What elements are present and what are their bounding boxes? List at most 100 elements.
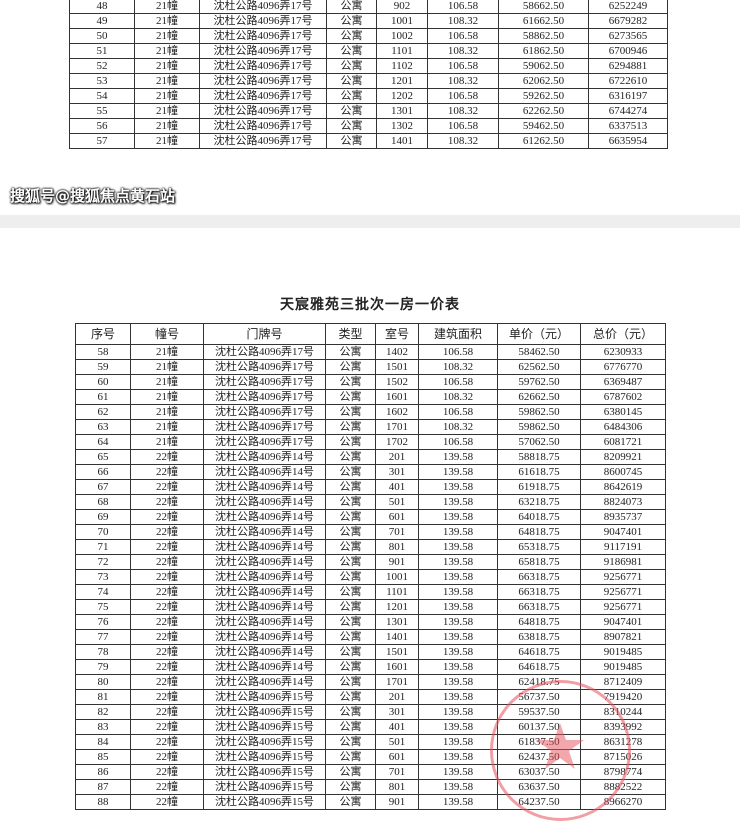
table-cell: 57 xyxy=(69,133,135,149)
table-cell: 1502 xyxy=(375,374,419,390)
table-cell: 8712409 xyxy=(580,674,666,690)
table-row: 74 22幢 沈杜公路4096弄14号 公寓 1101 139.58 66318.75 925… xyxy=(75,584,666,600)
table-cell: 公寓 xyxy=(325,554,376,570)
table-cell: 1101 xyxy=(376,43,428,59)
table-cell: 8393992 xyxy=(580,719,666,735)
table-cell: 21幢 xyxy=(134,103,200,119)
table-row: 81 22幢 沈杜公路4096弄15号 公寓 201 139.58 56737.50 7919… xyxy=(75,689,666,705)
table-cell: 沈杜公路4096弄17号 xyxy=(199,58,327,74)
table-cell: 22幢 xyxy=(130,704,204,720)
table-cell: 公寓 xyxy=(325,644,376,660)
table-cell: 139.58 xyxy=(418,689,498,705)
table-cell: 69 xyxy=(75,509,131,525)
table-cell: 公寓 xyxy=(325,599,376,615)
column-header: 建筑面积 xyxy=(418,323,498,345)
table-cell: 沈杜公路4096弄15号 xyxy=(203,764,326,780)
table-cell: 21幢 xyxy=(130,374,204,390)
document-page-2: 天宸雅苑三批次一房一价表 序号 幢号 门牌号 类型 室号 建筑面积 单价（元） 总价（元） 5… xyxy=(0,228,740,828)
table-cell: 沈杜公路4096弄15号 xyxy=(203,689,326,705)
table-cell: 沈杜公路4096弄17号 xyxy=(203,359,326,375)
table-cell: 21幢 xyxy=(130,434,204,450)
table-cell: 71 xyxy=(75,539,131,555)
table-cell: 67 xyxy=(75,479,131,495)
table-row: 53 21幢 沈杜公路4096弄17号 公寓 1201 108.32 62062.50 672… xyxy=(69,73,668,89)
table-cell: 22幢 xyxy=(130,524,204,540)
table-cell: 58 xyxy=(75,344,131,360)
table-cell: 22幢 xyxy=(130,614,204,630)
table-cell: 49 xyxy=(69,13,135,29)
table-cell: 64618.75 xyxy=(497,644,581,660)
table-cell: 61662.50 xyxy=(498,13,589,29)
table-cell: 63 xyxy=(75,419,131,435)
table-cell: 139.58 xyxy=(418,674,498,690)
table-cell: 9256771 xyxy=(580,569,666,585)
table-row: 49 21幢 沈杜公路4096弄17号 公寓 1001 108.32 61662.50 667… xyxy=(69,13,668,29)
table-row: 83 22幢 沈杜公路4096弄15号 公寓 401 139.58 60137.50 8393… xyxy=(75,719,666,735)
table-row: 77 22幢 沈杜公路4096弄14号 公寓 1401 139.58 63818.75 890… xyxy=(75,629,666,645)
table-cell: 6700946 xyxy=(588,43,668,59)
table-cell: 59537.50 xyxy=(497,704,581,720)
table-row: 82 22幢 沈杜公路4096弄15号 公寓 301 139.58 59537.50 8310… xyxy=(75,704,666,720)
table-cell: 139.58 xyxy=(418,614,498,630)
table-cell: 公寓 xyxy=(325,359,376,375)
table-cell: 601 xyxy=(375,509,419,525)
table-row: 55 21幢 沈杜公路4096弄17号 公寓 1301 108.32 62262.50 674… xyxy=(69,103,668,119)
table-cell: 139.58 xyxy=(418,464,498,480)
table-row: 65 22幢 沈杜公路4096弄14号 公寓 201 139.58 58818.75 8209… xyxy=(75,449,666,465)
table-cell: 公寓 xyxy=(325,569,376,585)
table-cell: 沈杜公路4096弄17号 xyxy=(199,28,327,44)
table-cell: 沈杜公路4096弄14号 xyxy=(203,479,326,495)
table-cell: 22幢 xyxy=(130,764,204,780)
table-row: 61 21幢 沈杜公路4096弄17号 公寓 1601 108.32 62662.50 678… xyxy=(75,389,666,405)
table-cell: 801 xyxy=(375,539,419,555)
table-cell: 106.58 xyxy=(427,118,499,134)
column-header: 门牌号 xyxy=(203,323,326,345)
table-cell: 21幢 xyxy=(130,404,204,420)
table-cell: 公寓 xyxy=(325,344,376,360)
table-cell: 沈杜公路4096弄14号 xyxy=(203,464,326,480)
table-cell: 1401 xyxy=(376,133,428,149)
table-cell: 沈杜公路4096弄17号 xyxy=(203,344,326,360)
table-cell: 76 xyxy=(75,614,131,630)
table-row: 84 22幢 沈杜公路4096弄15号 公寓 501 139.58 61837.50 8631… xyxy=(75,734,666,750)
table-cell: 1402 xyxy=(375,344,419,360)
table-row: 67 22幢 沈杜公路4096弄14号 公寓 401 139.58 61918.75 8642… xyxy=(75,479,666,495)
table-cell: 公寓 xyxy=(326,88,377,104)
table-cell: 139.58 xyxy=(418,704,498,720)
table-cell: 9117191 xyxy=(580,539,666,555)
table-cell: 22幢 xyxy=(130,449,204,465)
table-cell: 82 xyxy=(75,704,131,720)
table-cell: 沈杜公路4096弄15号 xyxy=(203,719,326,735)
table-row: 69 22幢 沈杜公路4096弄14号 公寓 601 139.58 64018.75 8935… xyxy=(75,509,666,525)
table-cell: 沈杜公路4096弄14号 xyxy=(203,659,326,675)
table-cell: 公寓 xyxy=(326,0,377,14)
table-cell: 108.32 xyxy=(427,73,499,89)
table-cell: 63637.50 xyxy=(497,779,581,795)
table-cell: 沈杜公路4096弄17号 xyxy=(199,13,327,29)
table-cell: 58662.50 xyxy=(498,0,589,14)
table-cell: 106.58 xyxy=(418,434,498,450)
table-cell: 62 xyxy=(75,404,131,420)
table-cell: 沈杜公路4096弄17号 xyxy=(199,73,327,89)
table-cell: 1701 xyxy=(375,674,419,690)
table-cell: 62562.50 xyxy=(497,359,581,375)
table-cell: 8310244 xyxy=(580,704,666,720)
table-cell: 21幢 xyxy=(130,344,204,360)
table-cell: 68 xyxy=(75,494,131,510)
table-cell: 公寓 xyxy=(326,133,377,149)
table-cell: 139.58 xyxy=(418,659,498,675)
table-cell: 9186981 xyxy=(580,554,666,570)
table-cell: 801 xyxy=(375,779,419,795)
table-cell: 48 xyxy=(69,0,135,14)
table-cell: 沈杜公路4096弄17号 xyxy=(203,434,326,450)
table-cell: 139.58 xyxy=(418,479,498,495)
table-cell: 公寓 xyxy=(325,674,376,690)
table-row: 70 22幢 沈杜公路4096弄14号 公寓 701 139.58 64818.75 9047… xyxy=(75,524,666,540)
table-cell: 8824073 xyxy=(580,494,666,510)
table-cell: 62062.50 xyxy=(498,73,589,89)
table-cell: 22幢 xyxy=(130,644,204,660)
table-row: 73 22幢 沈杜公路4096弄14号 公寓 1001 139.58 66318.75 925… xyxy=(75,569,666,585)
table-cell: 66318.75 xyxy=(497,584,581,600)
table-cell: 139.58 xyxy=(418,569,498,585)
table-cell: 70 xyxy=(75,524,131,540)
